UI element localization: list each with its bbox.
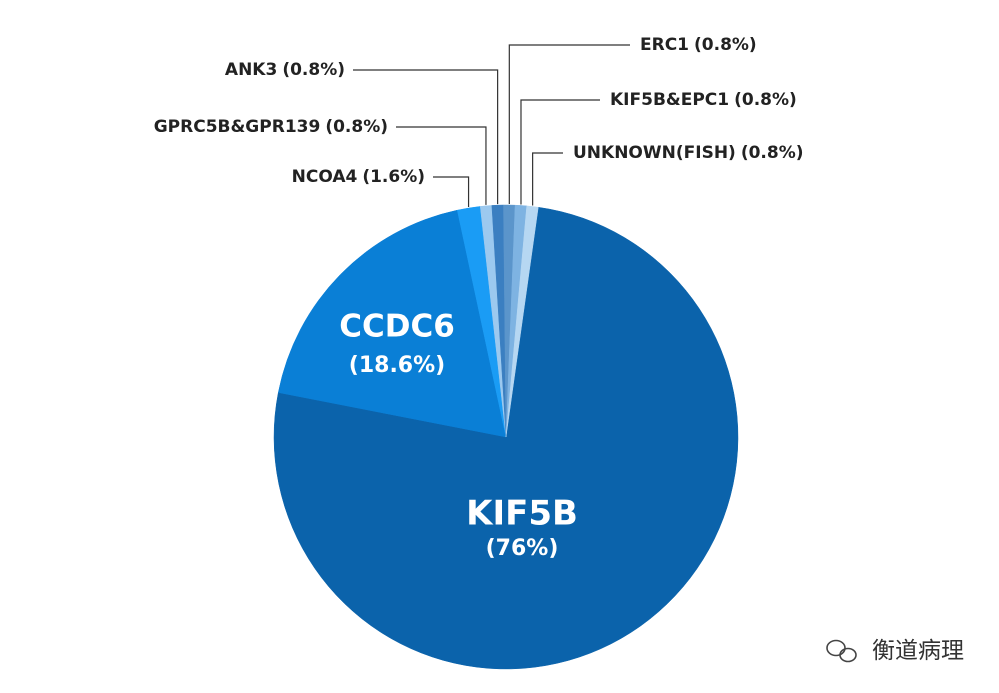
slice-name: ERC1	[640, 35, 689, 55]
slice-value-label: (0.8%)	[325, 117, 388, 137]
pie-slice	[505, 205, 539, 438]
slice-value-label: (0.8%)	[282, 60, 345, 80]
leader-line	[353, 69, 499, 205]
slice-label: KIF5B&EPC1 (0.8%)	[610, 90, 797, 110]
slice-label: UNKNOWN(FISH) (0.8%)	[573, 143, 804, 163]
slice-name: KIF5B&EPC1	[610, 90, 729, 110]
pie-slice	[278, 209, 507, 438]
slice-name: ANK3	[225, 60, 277, 80]
slice-value-label: (1.6%)	[362, 167, 425, 187]
leader-line	[433, 176, 470, 208]
slice-value-label: (76%)	[486, 536, 559, 561]
slice-name: NCOA4	[292, 167, 358, 187]
slice-name: UNKNOWN(FISH)	[573, 143, 736, 163]
slice-label: ANK3 (0.8%)	[225, 60, 345, 80]
leader-line	[508, 44, 630, 205]
watermark: 衡道病理	[872, 638, 964, 664]
slice-label: CCDC6	[339, 309, 455, 345]
watermark-icon	[826, 639, 857, 663]
slice-value-label: (0.8%)	[734, 90, 797, 110]
leader-line	[396, 126, 487, 205]
slice-label: GPRC5B&GPR139 (0.8%)	[154, 117, 388, 137]
slice-value-label: (0.8%)	[741, 143, 804, 163]
leader-line	[520, 99, 600, 205]
slice-value-label: (18.6%)	[349, 353, 445, 378]
slice-value-label: (0.8%)	[694, 35, 757, 55]
slice-label: KIF5B	[466, 494, 578, 534]
slice-label: ERC1 (0.8%)	[640, 35, 757, 55]
pie-slice	[273, 206, 739, 670]
slice-name: GPRC5B&GPR139	[154, 117, 321, 137]
leader-line	[532, 152, 563, 206]
slice-label: NCOA4 (1.6%)	[292, 167, 425, 187]
